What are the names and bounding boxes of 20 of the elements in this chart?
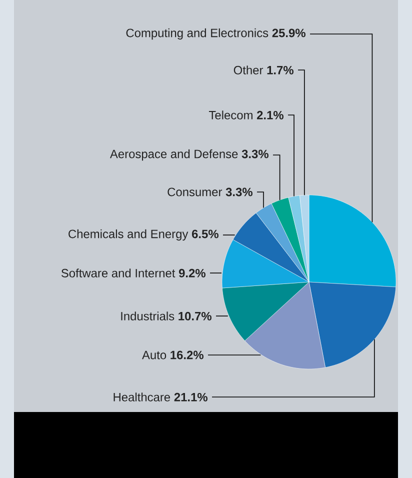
data-label: 3.3% — [226, 188, 252, 196]
data-label: 16.2% — [170, 350, 204, 360]
data-label: 2.1% — [256, 110, 284, 120]
slice-label: Computing and Electronics — [126, 28, 268, 40]
data-label: 1.7% — [267, 66, 294, 74]
slice-label: Healthcare — [114, 392, 170, 402]
data-label: 25.9% — [272, 28, 306, 38]
data-label: 6.5% — [192, 230, 218, 238]
slice-label: Telecom — [208, 110, 252, 120]
data-label: 9.2% — [178, 268, 206, 278]
data-label: 10.7% — [178, 312, 212, 320]
slice-label: Consumer — [168, 188, 222, 196]
slice-label: Aerospace and Defense — [110, 149, 238, 161]
slice-label: Software and Internet — [61, 268, 176, 278]
slice-label: Industrials — [121, 312, 174, 320]
slice-label: Auto — [142, 350, 166, 360]
data-label: 21.1% — [174, 392, 208, 402]
data-label: 3.3% — [242, 150, 268, 158]
slice-label: Chemicals and Energy — [68, 229, 188, 241]
slice-label: Other — [234, 66, 264, 74]
